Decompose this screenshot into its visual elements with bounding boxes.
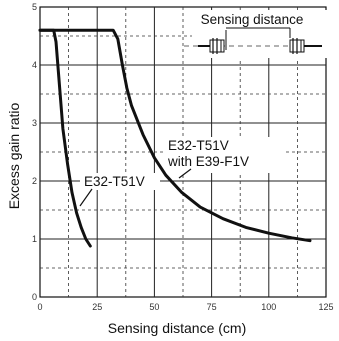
annotation-pointer-series-1 — [79, 188, 93, 207]
annotation-pointer-series-2 — [178, 168, 192, 179]
annotation-bg-series-1 — [80, 173, 160, 190]
x-tick-label: 50 — [149, 302, 159, 312]
x-tick-label: 25 — [92, 302, 102, 312]
y-tick-label: 2 — [32, 176, 37, 186]
annotation-series-2-line2: with E39-F1V — [167, 154, 249, 169]
series — [38, 28, 312, 248]
annotation-series-1: E32-T51V — [84, 174, 145, 189]
annotation-series-2-line1: E32-T51V — [168, 138, 229, 153]
y-tick-label: 3 — [32, 118, 37, 128]
sensing-distance-inset: Sensing distance — [184, 10, 330, 58]
y-tick-label: 4 — [32, 60, 37, 70]
y-axis-label: Excess gain ratio — [6, 102, 22, 209]
tick-labels: 0 25 50 75 100 125 0 1 2 3 4 5 — [32, 2, 334, 312]
inset-label: Sensing distance — [201, 12, 304, 27]
y-tick-label: 0 — [32, 292, 37, 302]
emitter-icon — [198, 38, 225, 54]
x-tick-label: 125 — [318, 302, 333, 312]
x-tick-label: 100 — [261, 302, 276, 312]
series-line-2 — [38, 28, 312, 243]
series-line-1 — [38, 28, 92, 248]
x-axis-label: Sensing distance (cm) — [108, 320, 247, 336]
y-tick-label: 1 — [32, 234, 37, 244]
receiver-icon — [289, 38, 322, 54]
x-tick-label: 0 — [37, 302, 42, 312]
x-tick-label: 75 — [207, 302, 217, 312]
y-tick-label: 5 — [32, 2, 37, 12]
annotation-bg-series-2 — [166, 137, 286, 173]
